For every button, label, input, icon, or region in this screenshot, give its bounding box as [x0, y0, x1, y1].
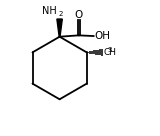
Text: O: O	[75, 10, 83, 20]
Text: 2: 2	[59, 11, 63, 17]
Text: CH: CH	[104, 48, 117, 57]
Polygon shape	[57, 19, 62, 37]
Text: 3: 3	[108, 47, 112, 53]
Text: NH: NH	[42, 6, 57, 16]
Text: OH: OH	[94, 31, 110, 41]
